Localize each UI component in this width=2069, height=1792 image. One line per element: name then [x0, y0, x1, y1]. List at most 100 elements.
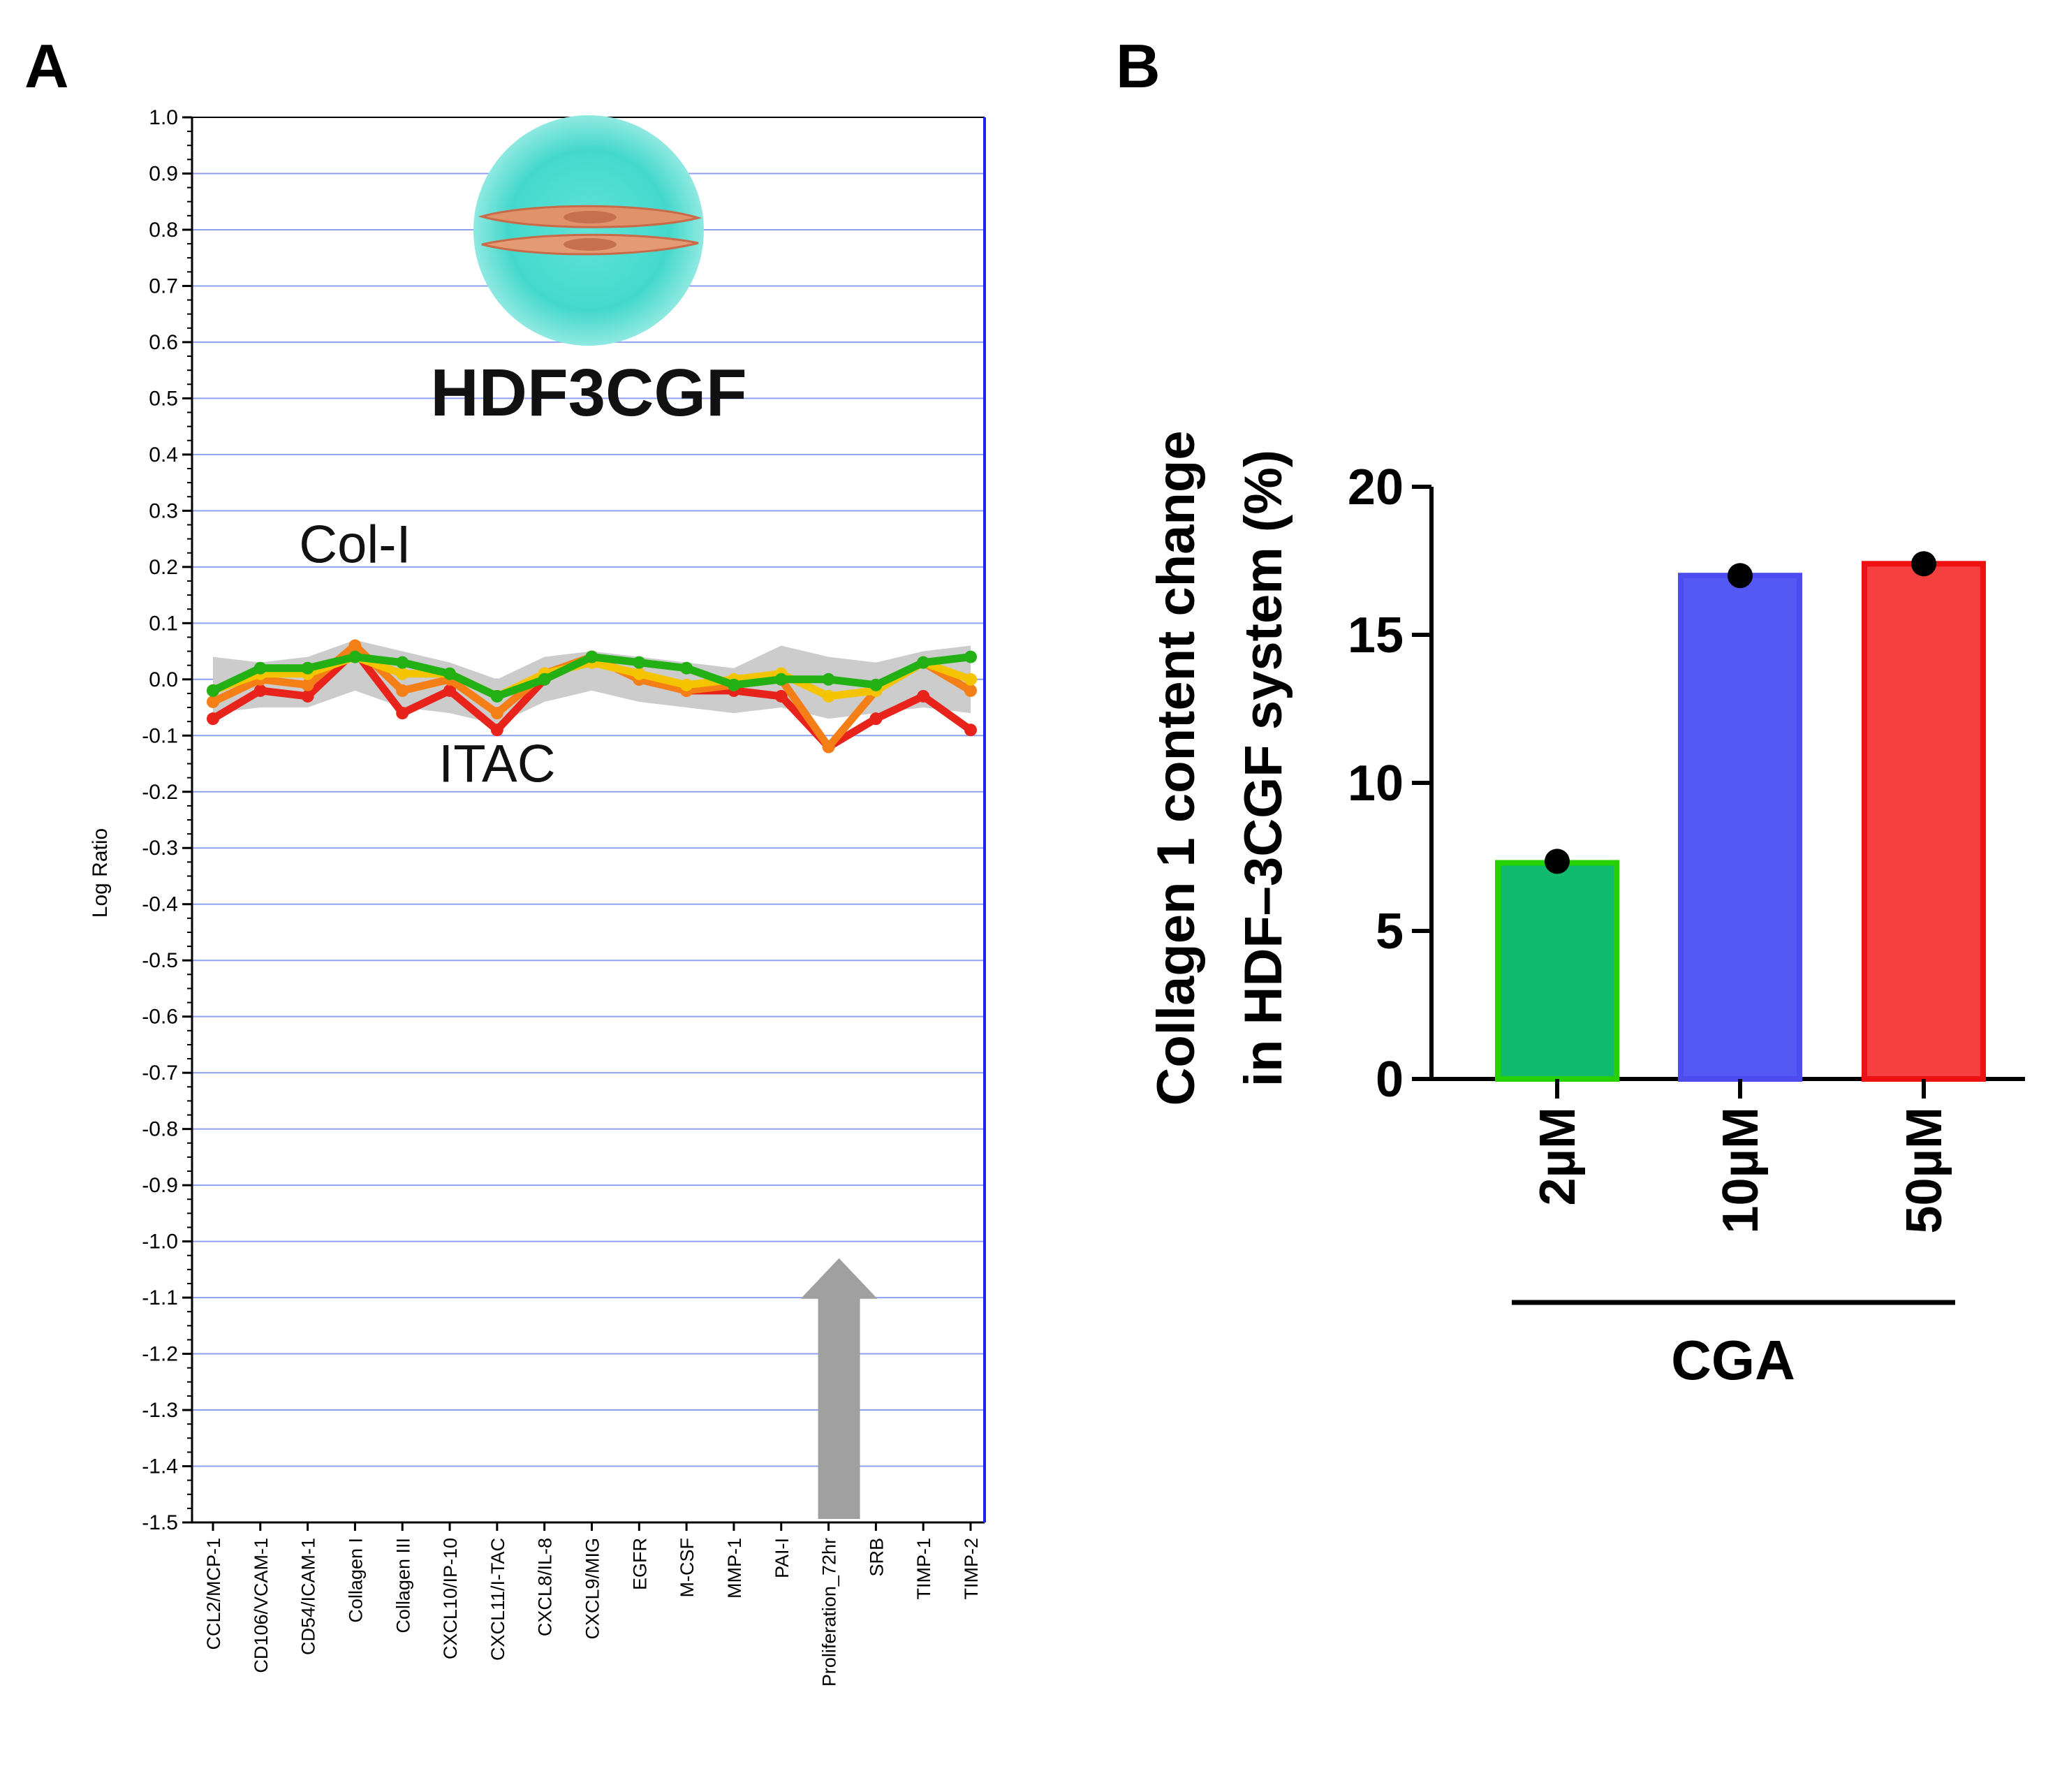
series-yellow-point: [964, 673, 977, 686]
series-green-point: [253, 661, 267, 675]
annotation-coli: Col-I: [299, 515, 411, 575]
y-tick-label: -0.5: [142, 949, 178, 972]
series-yellow-point: [680, 678, 693, 691]
series-green-point: [822, 673, 835, 686]
panel-b-y-tick-label: 0: [1376, 1052, 1404, 1108]
x-category-label: CXCL8/IL-8: [535, 1538, 556, 1636]
panel-a-annotations: Col-I ITAC: [299, 515, 555, 794]
panel-b-x-category-label: 2µM: [1530, 1107, 1586, 1206]
data-point: [1545, 849, 1570, 874]
series-green-point: [633, 656, 646, 669]
panel-b-y-tick-label: 20: [1348, 460, 1404, 515]
x-category-label: PAI-I: [772, 1538, 793, 1578]
x-category-label: CD106/VCAM-1: [251, 1538, 272, 1673]
series-green-point: [396, 656, 409, 669]
series-green-point: [585, 650, 598, 663]
x-category-label: CD54/ICAM-1: [298, 1538, 319, 1655]
series-orange-point: [207, 695, 219, 708]
panel-b-y-axis-title-line-2: in HDF–3CGF system (%): [1234, 450, 1293, 1087]
up-arrow-icon: [800, 1258, 878, 1519]
series-red-point: [774, 689, 788, 703]
series-red-point: [964, 724, 977, 737]
logo-title: HDF3CGF: [430, 355, 746, 430]
panel-a-y-ticks: 1.0 0.9 0.8 0.7 0.6 0.5 0.4 0.3 0.2 0.1 0.0 -0.1 -0.…: [142, 106, 192, 1534]
series-orange-point: [301, 678, 314, 691]
x-category-label: Collagen III: [392, 1538, 413, 1633]
panel-a-chart: 1.0 0.9 0.8 0.7 0.6 0.5 0.4 0.3 0.2 0.1 0.0 -0.1 -0.…: [89, 106, 986, 1687]
series-orange-point: [964, 684, 977, 697]
y-tick-label: -0.2: [142, 781, 178, 804]
series-green-point: [774, 673, 788, 686]
panel-b-y-tick-label: 15: [1348, 608, 1404, 663]
y-tick-label: -0.1: [142, 724, 178, 747]
panel-b-y-axis-title-line-1: Collagen 1 content change: [1147, 430, 1206, 1106]
series-yellow-point: [633, 667, 646, 680]
y-tick-label: -0.3: [142, 837, 178, 860]
series-red-point: [253, 684, 267, 697]
y-tick-label: -0.8: [142, 1118, 178, 1141]
series-yellow-point: [822, 689, 835, 703]
y-tick-label: -0.6: [142, 1006, 178, 1029]
series-orange-point: [822, 740, 835, 754]
bar-10µM: [1678, 573, 1802, 1082]
series-red-point: [917, 689, 930, 703]
cell-circle-icon: [473, 115, 704, 346]
y-tick-label: -1.3: [142, 1399, 178, 1422]
panel-b-label: B: [1116, 31, 1161, 101]
series-orange-point: [490, 707, 503, 720]
panel-b-x-categories: 2µM 10µM 50µM: [1530, 1079, 1952, 1234]
panel-b-x-axis-title: CGA: [1671, 1329, 1795, 1391]
y-tick-label: 0.4: [149, 443, 178, 467]
y-tick-label: 0.9: [149, 162, 178, 185]
series-green-point: [869, 678, 883, 691]
x-category-label: CXCL10/IP-10: [440, 1538, 461, 1659]
x-category-label: CXCL11/I-TAC: [487, 1538, 508, 1661]
x-category-label: M-CSF: [677, 1538, 698, 1597]
series-orange-point: [348, 639, 362, 652]
series-green-point: [348, 650, 362, 663]
annotation-itac: ITAC: [439, 735, 555, 794]
series-green-point: [917, 656, 930, 669]
panel-b-y-tick-label: 5: [1376, 904, 1404, 960]
panel-b-x-category-label: 10µM: [1713, 1107, 1769, 1234]
x-category-label: TIMP-2: [961, 1538, 982, 1600]
series-green-point: [443, 667, 457, 680]
y-tick-label: -1.2: [142, 1343, 178, 1366]
y-tick-label: 0.7: [149, 274, 178, 298]
y-tick-label: 0.1: [149, 612, 178, 635]
data-point: [1728, 563, 1753, 589]
y-tick-label: 0.0: [149, 668, 178, 691]
series-yellow-point: [396, 667, 409, 680]
y-tick-label: -1.0: [142, 1231, 178, 1254]
bar-2µM: [1495, 860, 1619, 1082]
series-red-point: [490, 724, 503, 737]
series-red-point: [301, 689, 314, 703]
panel-b-points: [1545, 551, 1936, 874]
panel-a-series: [207, 639, 977, 754]
x-category-label: MMP-1: [724, 1538, 745, 1599]
y-tick-label: 0.8: [149, 219, 178, 242]
y-tick-label: -1.1: [142, 1286, 178, 1309]
panel-a-label: A: [24, 31, 69, 101]
panel-b-x-category-label: 50µM: [1897, 1107, 1952, 1234]
y-tick-label: -1.4: [142, 1455, 178, 1478]
panel-a-y-axis-title: Log Ratio: [89, 828, 112, 918]
x-category-label: SRB: [866, 1538, 887, 1577]
x-category-label: CCL2/MCP-1: [203, 1538, 224, 1650]
panel-b-y-tick-label: 10: [1348, 756, 1404, 811]
x-category-label: CXCL9/MIG: [582, 1538, 603, 1640]
x-category-label: EGFR: [629, 1538, 650, 1590]
panel-a-arrow: [800, 1258, 878, 1519]
panel-a-x-categories: CCL2/MCP-1 CD106/VCAM-1 CD54/ICAM-1 Collage…: [203, 1522, 982, 1687]
panel-b-bars: [1495, 561, 1986, 1082]
panel-b-chart: 0 5 10 15 20 2µM 10µM 50µM Collagen 1 content …: [1147, 430, 2025, 1391]
series-red-point: [207, 712, 219, 726]
series-red-point: [396, 707, 409, 720]
data-point: [1911, 551, 1936, 577]
series-red-point: [443, 684, 457, 697]
y-tick-label: 1.0: [149, 106, 178, 129]
cell-logo: HDF3CGF: [430, 115, 747, 430]
series-green-point: [490, 689, 503, 703]
x-category-label: Collagen I: [345, 1538, 366, 1623]
